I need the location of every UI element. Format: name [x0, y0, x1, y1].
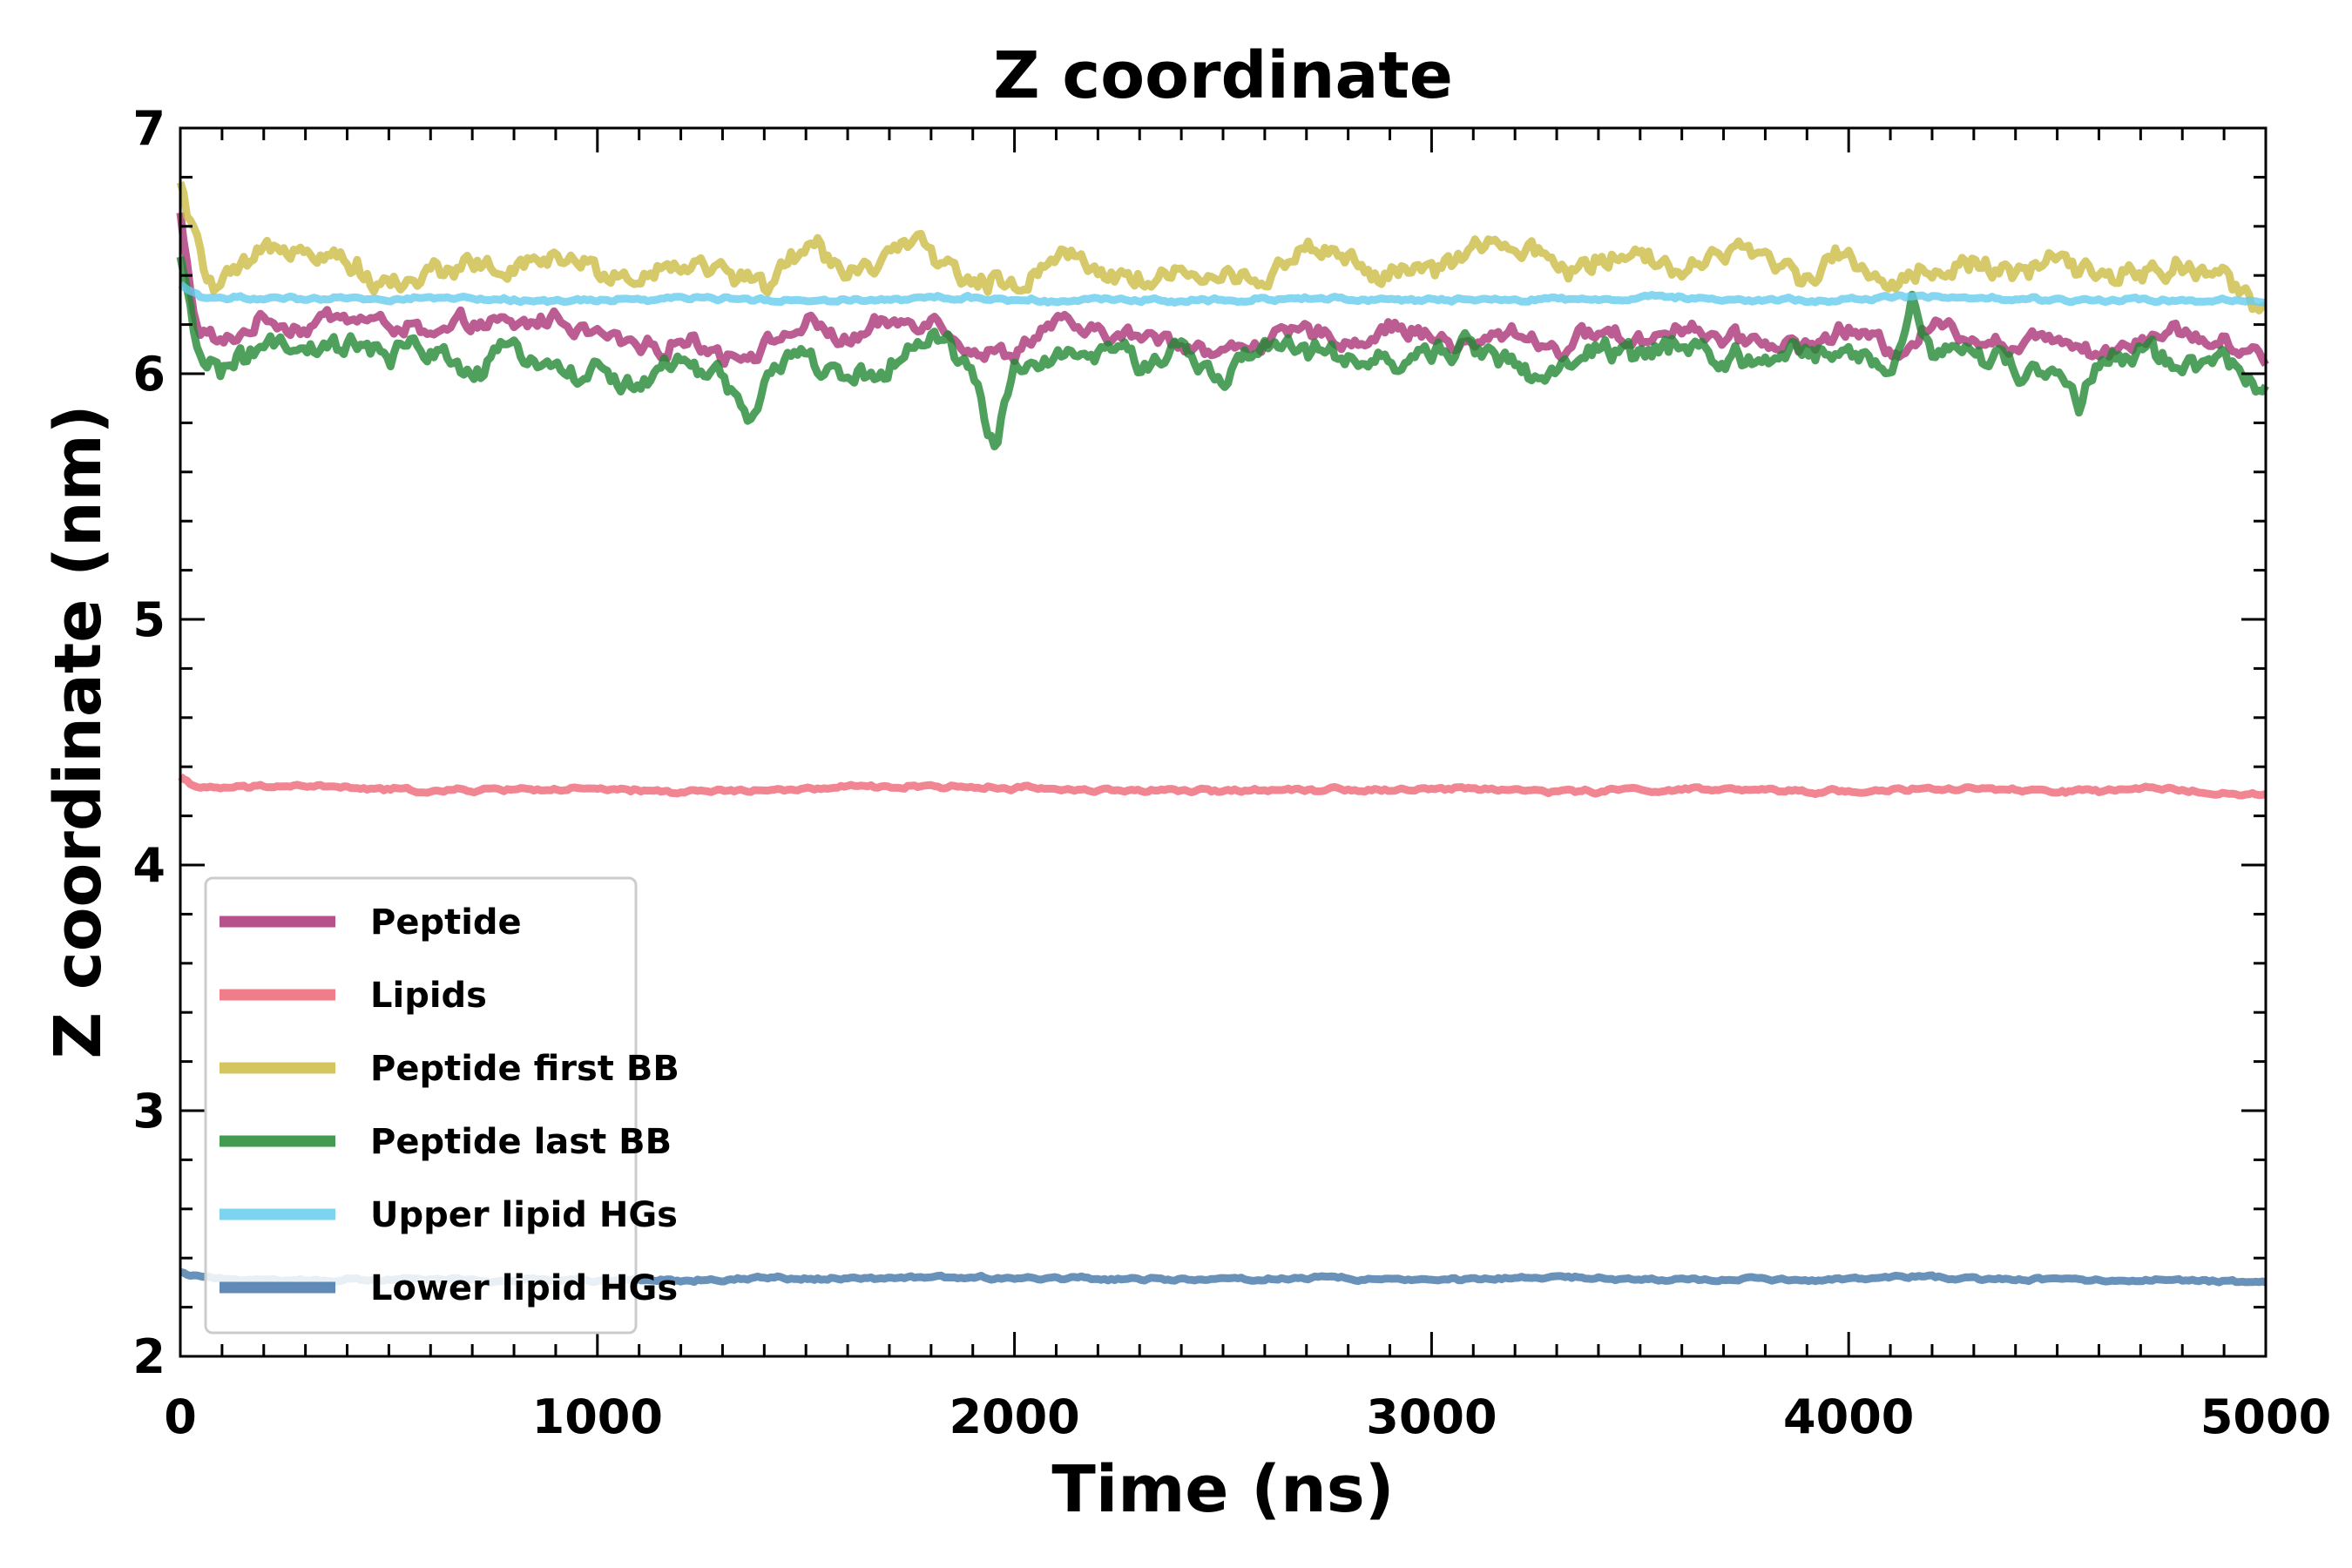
- x-axis-label: Time (ns): [1051, 1452, 1394, 1527]
- series-line-peptide-last-bb: [176, 255, 2269, 450]
- legend-label: Lipids: [370, 976, 487, 1016]
- tick-labels: 0 1000 2000 3000 4000 5000 2 3 4 5 6 7: [132, 101, 2331, 1444]
- legend-label: Lower lipid HGs: [370, 1268, 678, 1308]
- series-line-peptide-first-bb: [176, 181, 2268, 314]
- plot-frame: [179, 126, 2268, 1358]
- y-axis-label: Z coordinate (nm): [41, 404, 116, 1058]
- y-tick-label: 6: [132, 347, 166, 402]
- x-tick-label: 1000: [532, 1389, 663, 1444]
- x-tick-label: 3000: [1366, 1389, 1497, 1444]
- legend-box: [204, 876, 638, 1335]
- x-tick-label: 5000: [2200, 1389, 2331, 1444]
- series-line-upper-lipid-hgs: [178, 280, 2267, 307]
- y-tick-label: 2: [132, 1329, 166, 1384]
- y-tick-label: 5: [132, 592, 166, 647]
- series-lines: [176, 181, 2269, 1287]
- x-tick-label: 4000: [1783, 1389, 1914, 1444]
- legend-label: Peptide first BB: [370, 1049, 679, 1089]
- x-tick-label: 2000: [949, 1389, 1079, 1444]
- series-line-lipids: [178, 773, 2268, 800]
- legend: Peptide Lipids Peptide first BB Peptide las…: [204, 876, 679, 1335]
- chart-title: Z coordinate: [993, 38, 1453, 113]
- y-tick-label: 4: [132, 838, 166, 893]
- legend-label: Upper lipid HGs: [370, 1195, 678, 1235]
- x-tick-label: 0: [164, 1389, 197, 1444]
- legend-label: Peptide: [370, 902, 522, 943]
- y-tick-label: 7: [132, 101, 166, 156]
- legend-label: Peptide last BB: [370, 1122, 672, 1162]
- axis-ticks: [179, 126, 2268, 1358]
- y-tick-label: 3: [132, 1084, 166, 1139]
- series-line-peptide: [176, 212, 2269, 368]
